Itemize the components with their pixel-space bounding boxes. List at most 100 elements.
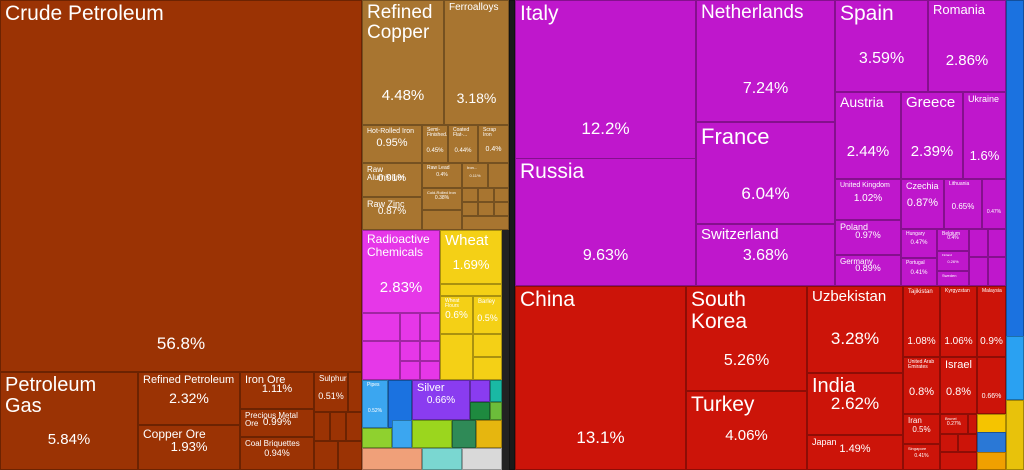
tile-value: 2.83% [379,279,423,296]
tile-value: 0.6% [445,310,468,321]
tile-value: 0.87% [906,197,939,209]
minor-tile [362,341,400,380]
treemap-tile[interactable]: Hot-Rolled Iron 0.95% [362,125,422,163]
treemap-tile[interactable]: Brunei 0.27% [940,414,968,434]
treemap-tile[interactable]: Raw Zinc 0.87% [362,197,422,230]
treemap-tile[interactable]: Finland 0.26% [937,251,969,271]
treemap-tile[interactable]: Greece 2.39% [901,92,963,179]
minor-tile [420,341,440,361]
treemap-tile[interactable]: Sweden [937,271,969,286]
tile-value: 0.41% [910,270,928,276]
tile-label: Cold-Rolled Iron [427,190,456,195]
treemap-tile[interactable]: Israel 0.8% [940,357,977,414]
tile-value: 12.2% [581,119,630,138]
treemap-tile[interactable]: Refined Petroleum 2.32% [138,372,240,425]
treemap-tile[interactable]: Wheat Flours 0.6% [440,296,473,334]
treemap-tile[interactable]: Turkey 4.06% [686,391,807,470]
treemap-tile[interactable]: China 13.1% [515,286,686,470]
tile-value: 2.86% [945,52,989,69]
treemap-tile[interactable]: Crude Petroleum 56.8% [0,0,362,372]
tile-value: 5.26% [723,352,770,369]
treemap-tile[interactable]: Copper Ore 1.93% [138,425,240,470]
treemap-tile[interactable]: Iron... 0.11% [462,163,488,188]
treemap-tile[interactable]: Portugal 0.41% [901,258,937,286]
minor-tile [392,420,412,448]
treemap-tile[interactable]: South Korea 5.26% [686,286,807,391]
tile-value: 0.38% [434,195,450,201]
treemap-tile[interactable]: Switzerland 3.68% [696,224,835,286]
minor-tile [494,202,509,216]
minor-tile [400,341,420,361]
treemap-tile[interactable]: 0.47% [982,179,1006,229]
tile-value: 0.65% [951,202,975,211]
minor-tile [940,452,977,470]
treemap-tile[interactable]: Singapore 0.41% [903,444,940,470]
treemap-tile[interactable]: Romania 2.86% [928,0,1006,92]
treemap-tile[interactable]: Spain 3.59% [835,0,928,92]
treemap-tile[interactable]: Germany 0.89% [835,255,901,286]
tile-value: 3.59% [858,50,905,67]
treemap-tile[interactable]: Poland 0.97% [835,220,901,255]
tile-label: Uzbekistan [812,288,887,305]
minor-tile [494,188,509,202]
tile-label: Portugal [906,260,925,266]
tile-label: China [520,288,575,311]
treemap-tile[interactable]: Coated Flat-... 0.44% [448,125,478,163]
treemap-tile[interactable]: Belgium 0.4% [937,229,969,251]
treemap-tile[interactable]: Russia 9.63% [515,158,696,286]
treemap-tile[interactable]: Barley 0.5% [473,296,502,334]
tile-label: Tajikistan [908,289,933,295]
treemap-tile[interactable]: Petroleum Gas 5.84% [0,372,138,470]
minor-tile [969,257,988,286]
treemap-tile[interactable]: Raw Aluminium 0.91% [362,163,422,197]
treemap-tile[interactable]: Netherlands 7.24% [696,0,835,122]
tile-label: Raw Lead [427,165,450,171]
tile-label: Poland [840,222,869,232]
tile-label: Coal Briquettes [245,439,300,448]
treemap-tile[interactable]: Czechia 0.87% [901,179,944,229]
treemap-tile[interactable]: Cold-Rolled Iron 0.38% [422,188,462,210]
treemap-tile[interactable]: Uzbekistan 3.28% [807,286,903,373]
treemap-tile[interactable]: Semi-Finished... 0.45% [422,125,448,163]
treemap-tile[interactable]: United Arab Emirates 0.8% [903,357,940,414]
treemap-tile[interactable]: Pipes 0.52% [362,380,388,428]
treemap-tile[interactable]: Coal Briquettes 0.94% [240,437,314,470]
tile-value: 0.94% [264,448,290,458]
minor-tile [988,257,1006,286]
tile-value: 2.44% [846,143,890,160]
tile-label: Ferroalloys [449,2,499,13]
treemap-tile[interactable]: Radioactive Chemicals 2.83% [362,230,440,313]
treemap-tile[interactable]: India 2.62% [807,373,903,435]
treemap-tile[interactable]: Hungary 0.47% [901,229,937,258]
treemap-tile[interactable]: Ukraine 1.6% [963,92,1006,179]
treemap-tile[interactable]: Austria 2.44% [835,92,901,179]
tile-label: Iran [908,416,922,425]
minor-tile [346,412,362,441]
tile-label: Semi-Finished... [427,127,448,139]
tile-value: 1.11% [261,383,293,395]
treemap-tile[interactable]: Iron Ore 1.11% [240,372,314,409]
treemap-tile[interactable]: Refined Copper 4.48% [362,0,444,125]
minor-tile [940,434,958,452]
treemap-tile[interactable]: Ferroalloys 3.18% [444,0,509,125]
treemap-tile[interactable]: Lithuania 0.65% [944,179,982,229]
treemap-tile[interactable]: Tajikistan 1.08% [903,286,940,357]
treemap-tile[interactable]: France 6.04% [696,122,835,224]
tile-value: 0.44% [454,148,472,154]
treemap-tile[interactable]: Kyrgyzstan 1.06% [940,286,977,357]
treemap-tile[interactable]: Wheat 1.69% [440,230,502,284]
treemap-tile[interactable]: Silver 0.66% [412,380,470,420]
tile-label: Refined Copper [367,2,433,44]
treemap-tile[interactable]: Japan 1.49% [807,435,903,470]
treemap-tile[interactable]: Malaysia 0.9% [977,286,1006,357]
tile-value: 2.32% [169,390,209,406]
tile-label: Austria [840,94,884,110]
treemap-tile[interactable]: United Kingdom 1.02% [835,179,901,220]
treemap-tile[interactable]: 0.66% [977,357,1006,414]
treemap-tile[interactable]: Raw Lead 0.4% [422,163,462,188]
treemap-tile[interactable]: Precious Metal Ore 0.99% [240,409,314,437]
treemap-tile[interactable]: Sulphur 0.51% [314,372,348,412]
treemap-tile[interactable]: Scrap Iron 0.4% [478,125,509,163]
treemap-tile[interactable]: Iran 0.5% [903,414,940,444]
minor-tile [412,420,452,448]
